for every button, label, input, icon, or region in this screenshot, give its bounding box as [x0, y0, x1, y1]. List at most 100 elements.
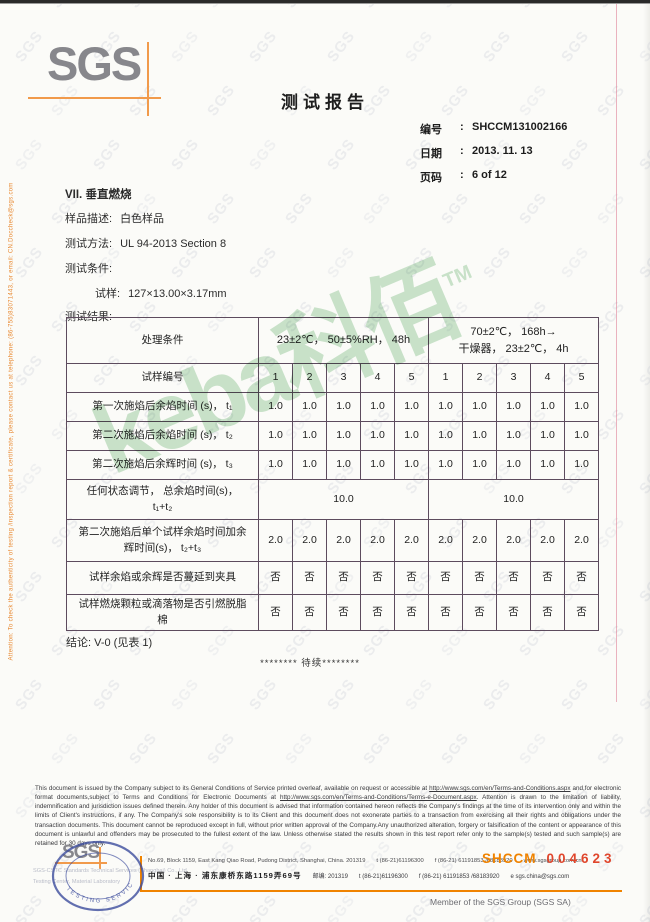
table-cell: 2.0 [258, 519, 293, 562]
sgs-pattern-glyph: SGS [11, 27, 47, 66]
table-cell: 否 [428, 561, 463, 595]
table-cell: 任何状态调节， 总余焰时间(s)， t₁+t₂ [66, 479, 259, 520]
address-cn: 中国 · 上海 · 浦东康桥东路1159弄69号 [148, 871, 302, 880]
table-cell: 1.0 [530, 450, 565, 480]
table-cell: 否 [360, 561, 395, 595]
stamp-ring-text: TESTING SERVICES [42, 834, 133, 904]
sgs-pattern-glyph: SGS [515, 189, 551, 228]
sgs-pattern-glyph: SGS [479, 675, 515, 714]
sgs-pattern-glyph: SGS [479, 243, 515, 282]
table-row: 第二次施焰后余辉时间 (s)， t₃ 1.0 1.0 1.0 1.0 1.0 1.0 1.0 1… [66, 450, 600, 480]
table-cell: 1.0 [496, 421, 531, 451]
footer-divider-line [140, 856, 142, 890]
table-cell: 1.0 [394, 392, 429, 422]
table-cell: 1.0 [360, 392, 395, 422]
field-label: 试样: [95, 288, 121, 300]
table-cell: 1.0 [428, 421, 463, 451]
table-cell: 否 [258, 594, 293, 631]
table-cell: 否 [563, 561, 600, 595]
sgs-pattern-glyph: SGS [401, 27, 437, 66]
sgs-pattern-glyph: SGS [281, 189, 317, 228]
sgs-pattern-glyph: SGS [245, 891, 281, 922]
sgs-pattern-glyph: SGS [0, 837, 5, 876]
table-cell: 23±2℃， 50±5%RH， 48h [258, 317, 429, 364]
sgs-pattern-glyph: SGS [593, 405, 629, 444]
table-cell: 1.0 [360, 450, 395, 480]
address-line-en: No.69, Block 1159, East Kang Qiao Road, … [148, 858, 582, 864]
table-cell: 1.0 [462, 421, 497, 451]
sgs-pattern-glyph: SGS [203, 729, 239, 768]
table-cell: 3 [326, 363, 361, 393]
company-name-line1: SGS-CSTC Standards Technical Services (S… [33, 868, 189, 874]
field-value: 127×13.00×3.17mm [128, 288, 227, 300]
table-cell: 否 [326, 594, 361, 631]
conclusion-line: 结论: V-0 (见表 1) [66, 637, 153, 649]
table-cell: 否 [462, 561, 497, 595]
specimen-size-line: 试样: 127×13.00×3.17mm [95, 285, 227, 301]
sgs-pattern-glyph: SGS [557, 675, 593, 714]
table-cell: 1.0 [496, 392, 531, 422]
postcode: 邮编: 201319 [312, 874, 348, 880]
address-line-cn: 中国 · 上海 · 浦东康桥东路1159弄69号 邮编: 201319 t (8… [148, 870, 569, 881]
sgs-pattern-glyph: SGS [437, 189, 473, 228]
results-table-wrap: 处理条件 23±2℃， 50±5%RH， 48h 70±2℃， 168h→ 干燥器， … [66, 317, 600, 631]
sgs-pattern-glyph: SGS [245, 27, 281, 66]
table-cell: 1.0 [496, 450, 531, 480]
table-cell: 1.0 [292, 421, 327, 451]
table-cell: 2.0 [394, 519, 429, 562]
page-title: 测试报告 [281, 93, 369, 112]
table-cell: 否 [258, 561, 293, 595]
table-cell: 1.0 [394, 450, 429, 480]
sgs-pattern-glyph: SGS [0, 621, 5, 660]
test-method-line: 测试方法: UL 94-2013 Section 8 [65, 235, 226, 251]
table-cell: 2 [462, 363, 497, 393]
serial-number: SHCCM 004623 [482, 851, 616, 866]
table-cell: 1.0 [360, 421, 395, 451]
email: e sgs.china@sgs.com [510, 874, 570, 880]
fax: f (86-21) 61191853 /68183920 [434, 858, 513, 864]
table-row: 试样余焰或余辉是否蔓延到夹具否否否否否否否否否否 [66, 561, 600, 595]
legal-text: This document is issued by the Company s… [35, 784, 621, 848]
authenticity-note-vertical: Attention: To check the authenticity of … [8, 182, 15, 661]
sgs-pattern-glyph: SGS [167, 27, 203, 66]
table-cell: 1.0 [258, 450, 293, 480]
table-cell: 1.0 [530, 421, 565, 451]
table-cell: 否 [530, 561, 565, 595]
field-label: 样品描述: [65, 213, 113, 225]
scan-artifact-line [616, 4, 617, 702]
phone: t (86-21)61196300 [376, 858, 424, 864]
meta-row-page: 页码 : 6 of 12 [420, 169, 567, 185]
svg-text:TESTING SERVICES: TESTING SERVICES [42, 834, 135, 904]
meta-row-number: 编号 : SHCCM131002166 [420, 121, 567, 137]
table-row: 处理条件 23±2℃， 50±5%RH， 48h 70±2℃， 168h→ 干燥器， … [66, 317, 600, 364]
field-value: 白色样品 [120, 213, 165, 225]
sgs-pattern-glyph: SGS [323, 675, 359, 714]
test-condition-line: 测试条件: [65, 260, 120, 276]
sgs-pattern-glyph: SGS [0, 729, 5, 768]
sgs-pattern-glyph: SGS [323, 135, 359, 174]
sgs-pattern-glyph: SGS [203, 189, 239, 228]
sgs-pattern-glyph: SGS [0, 513, 5, 552]
table-cell: 1.0 [394, 421, 429, 451]
company-stamp: TESTING SERVICES [42, 834, 145, 912]
table-cell: 第二次施焰后余辉时间 (s)， t₃ [66, 450, 259, 480]
sgs-pattern-glyph: SGS [593, 189, 629, 228]
sample-description-line: 样品描述: 白色样品 [65, 210, 164, 226]
table-cell: 2.0 [326, 519, 361, 562]
table-cell: 3 [496, 363, 531, 393]
sgs-pattern-glyph: SGS [593, 513, 629, 552]
meta-label: 页码 [420, 172, 442, 184]
table-cell: 2.0 [496, 519, 531, 562]
sgs-pattern-glyph: SGS [167, 891, 203, 922]
sgs-pattern-glyph: SGS [0, 189, 5, 228]
legal-segment: This document is issued by the Company s… [35, 785, 430, 792]
table-cell: 10.0 [427, 479, 600, 520]
table-cell: 2.0 [462, 519, 497, 562]
sgs-pattern-glyph: SGS [401, 675, 437, 714]
table-cell: 否 [496, 561, 531, 595]
sgs-pattern-glyph: SGS [0, 297, 5, 336]
table-cell: 否 [462, 594, 497, 631]
sgs-pattern-glyph: SGS [89, 675, 125, 714]
sgs-pattern-glyph: SGS [0, 405, 5, 444]
